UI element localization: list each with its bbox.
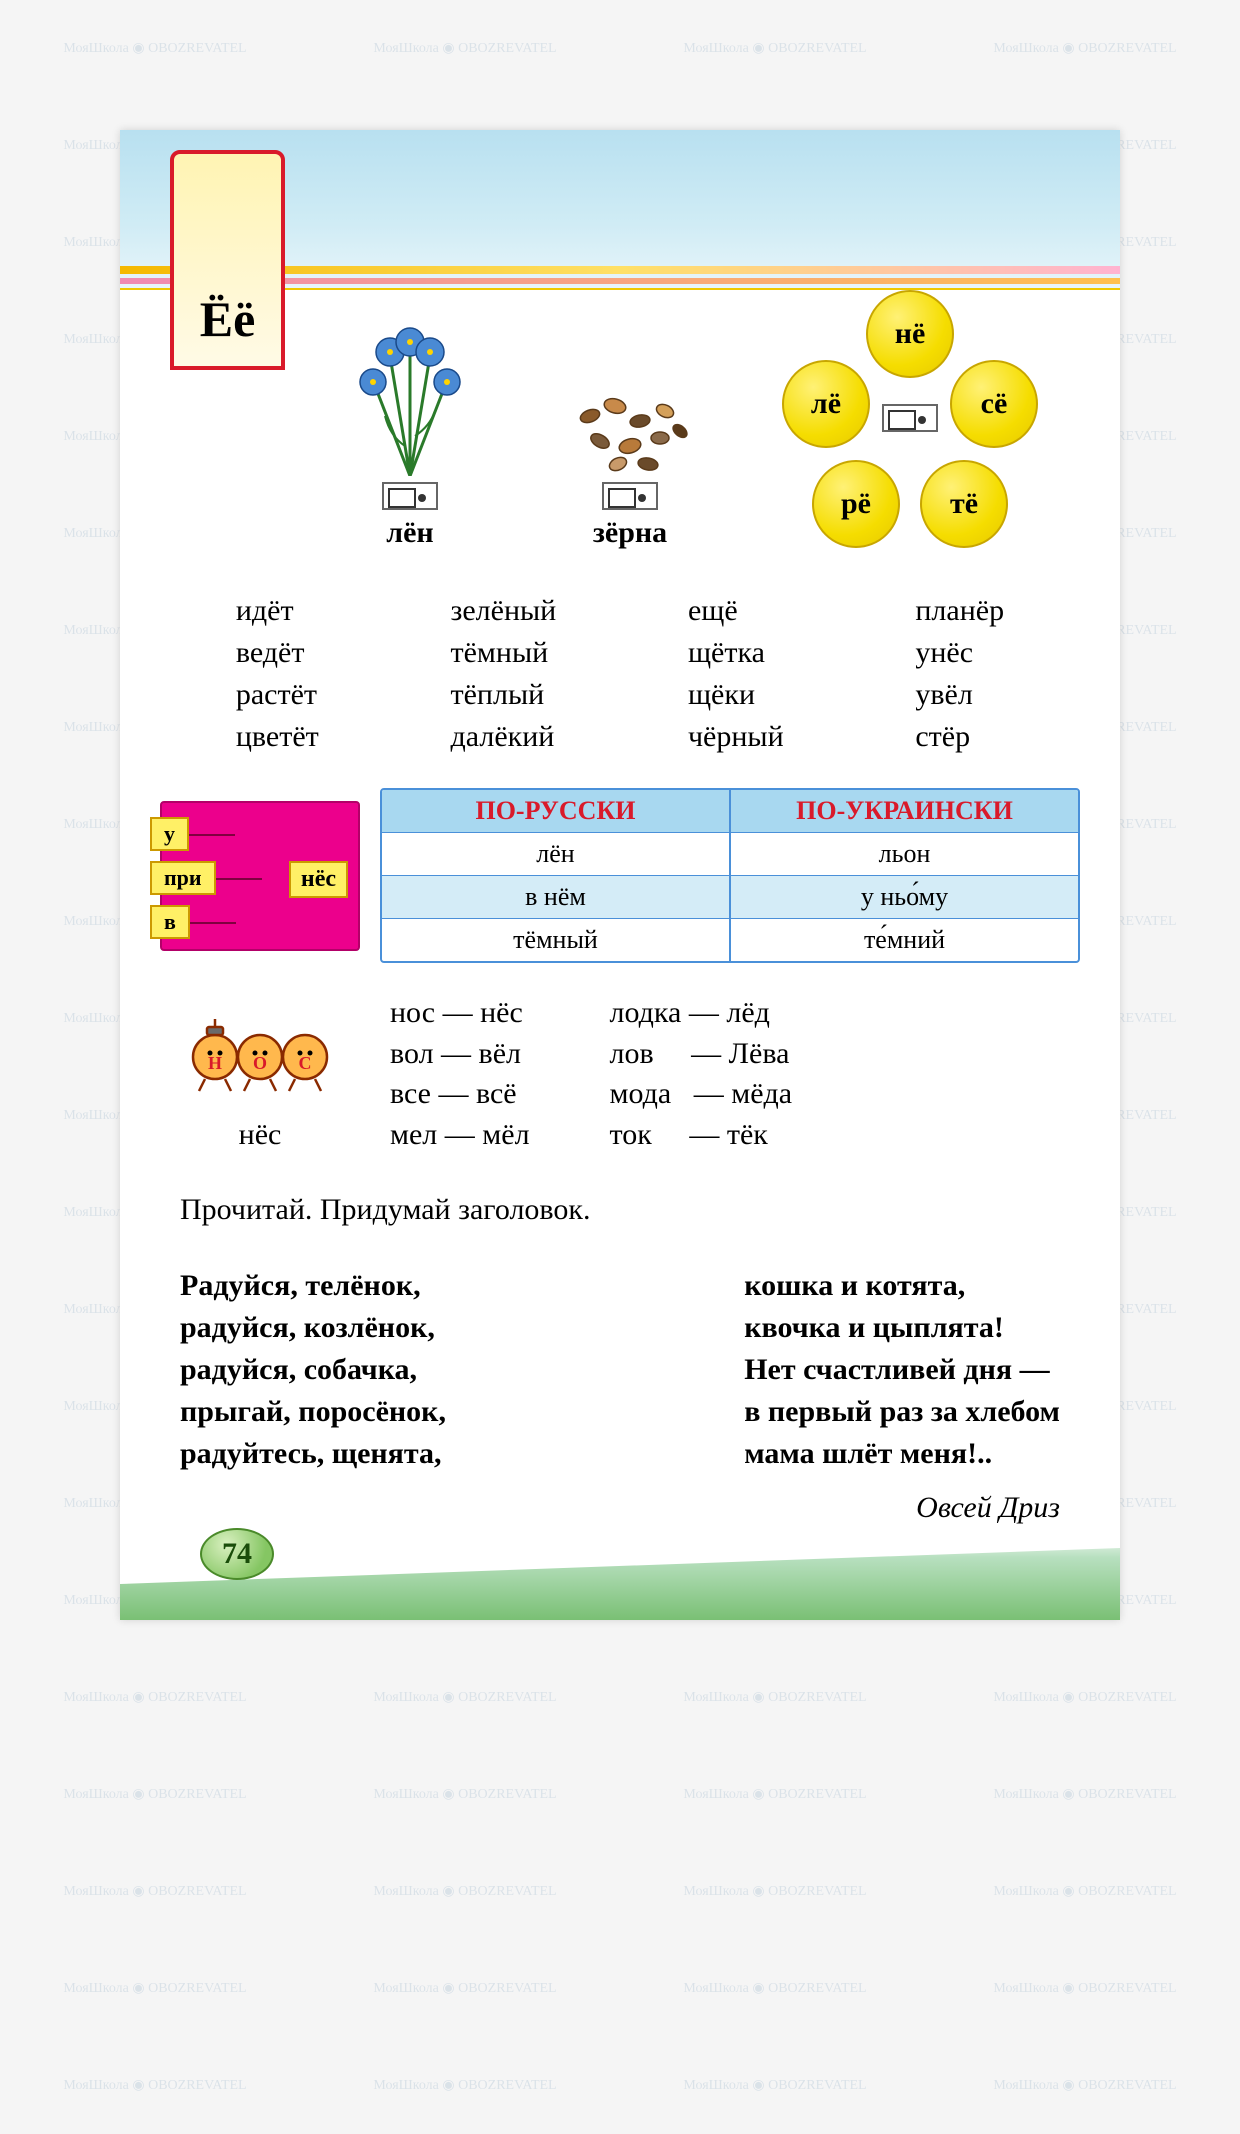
prefix-diagram: у при в нёс — [160, 801, 360, 951]
page-number: 74 — [200, 1528, 274, 1580]
cartoon-label: нёс — [170, 1115, 350, 1156]
seeds-label: зёрна — [593, 516, 667, 550]
word-pair: мел — мёл — [390, 1115, 530, 1156]
table-cell: лён — [382, 832, 731, 875]
translation-table: ПО-РУССКИ ПО-УКРАИНСКИ лёнльонв нёму ньо… — [380, 788, 1080, 963]
table-cell: у ньо́му — [731, 875, 1078, 918]
letter-tab: Ёё — [170, 150, 285, 370]
cartoon-letters-icon: Н О С — [185, 1017, 335, 1097]
prefix-root: нёс — [289, 861, 348, 898]
svg-text:Н: Н — [208, 1053, 222, 1073]
poem-line: Радуйся, телёнок, — [180, 1265, 446, 1307]
poem-line: кошка и котята, — [744, 1265, 1060, 1307]
table-cell: льон — [731, 832, 1078, 875]
vocabulary-word: растёт — [236, 674, 319, 716]
flax-label: лён — [386, 516, 433, 550]
seeds-column: зёрна — [560, 376, 700, 550]
vocabulary-word: цветёт — [236, 716, 319, 758]
table-cell: тёмный — [382, 918, 731, 961]
table-row: в нёму ньо́му — [382, 875, 1078, 918]
syllable-flower: нёсё тёрё лё — [780, 290, 1040, 550]
syllable-petal: сё — [950, 360, 1038, 448]
vocabulary-word: чёрный — [688, 716, 784, 758]
vocabulary-word: планёр — [915, 590, 1004, 632]
cartoon-column: Н О С нёс — [170, 1017, 350, 1155]
word-pair: лов — Лёва — [610, 1034, 793, 1075]
middle-row: у при в нёс ПО-РУССКИ ПО-УКРАИНСКИ лёнль… — [120, 778, 1120, 973]
word-pairs-section: Н О С нёс нос — нёсвол — вёлвсе — всёмел… — [120, 973, 1120, 1175]
poem: Радуйся, телёнок,радуйся, козлёнок,радуй… — [120, 1245, 1120, 1485]
poem-line: в первый раз за хлебом — [744, 1391, 1060, 1433]
vocabulary-word: зелёный — [451, 590, 557, 632]
vocabulary-word: тёмный — [451, 632, 557, 674]
word-column: планёрунёсувёлстёр — [915, 590, 1004, 758]
flax-illustration — [340, 316, 480, 476]
syllable-petal: нё — [866, 290, 954, 378]
svg-text:О: О — [253, 1053, 267, 1073]
word-pair: все — всё — [390, 1074, 530, 1115]
vocabulary-word: идёт — [236, 590, 319, 632]
table-row: тёмныйте́мний — [382, 918, 1078, 961]
word-column: ещёщёткащёкичёрный — [688, 590, 784, 758]
textbook-page: Ёё лён — [120, 130, 1120, 1620]
syllable-petal: рё — [812, 460, 900, 548]
table-cell: те́мний — [731, 918, 1078, 961]
table-header-row: ПО-РУССКИ ПО-УКРАИНСКИ — [382, 790, 1078, 832]
vocabulary-word: увёл — [915, 674, 1004, 716]
letter-display: Ёё — [200, 290, 256, 348]
table-cell: в нём — [382, 875, 731, 918]
vocabulary-word: щётка — [688, 632, 784, 674]
poem-author: Овсей Дриз — [120, 1485, 1120, 1525]
word-column: зелёныйтёмныйтёплыйдалёкий — [451, 590, 557, 758]
poem-line: прыгай, поросёнок, — [180, 1391, 446, 1433]
word-column: идётведётрастётцветёт — [236, 590, 319, 758]
syllable-pattern-icon — [382, 482, 438, 510]
vocabulary-word: щёки — [688, 674, 784, 716]
vocabulary-word: ведёт — [236, 632, 319, 674]
syllable-petal: тё — [920, 460, 1008, 548]
word-pair: лодка — лёд — [610, 993, 793, 1034]
flax-column: лён — [340, 316, 480, 550]
svg-text:С: С — [299, 1053, 312, 1073]
syllable-pattern-center — [882, 404, 938, 432]
word-pair: вол — вёл — [390, 1034, 530, 1075]
prefix-pri: при — [150, 861, 216, 895]
poem-line: мама шлёт меня!.. — [744, 1433, 1060, 1475]
poem-line: Нет счастливей дня — — [744, 1349, 1060, 1391]
pairs-column-1: нос — нёсвол — вёлвсе — всёмел — мёл — [390, 993, 530, 1155]
vocabulary-word: тёплый — [451, 674, 557, 716]
vocabulary-word: унёс — [915, 632, 1004, 674]
vocabulary-word: стёр — [915, 716, 1004, 758]
vocabulary-word: далёкий — [451, 716, 557, 758]
poem-line: радуйся, собачка, — [180, 1349, 446, 1391]
poem-right: кошка и котята,квочка и цыплята!Нет счас… — [744, 1265, 1060, 1475]
syllable-pattern-icon — [602, 482, 658, 510]
vocabulary-word: ещё — [688, 590, 784, 632]
poem-line: радуйтесь, щенята, — [180, 1433, 446, 1475]
poem-line: квочка и цыплята! — [744, 1307, 1060, 1349]
syllable-petal: лё — [782, 360, 870, 448]
table-row: лёнльон — [382, 832, 1078, 875]
header-russian: ПО-РУССКИ — [382, 790, 731, 832]
word-pair: ток — тёк — [610, 1115, 793, 1156]
pairs-column-2: лодка — лёдлов — Лёвамода — мёдаток — тё… — [610, 993, 793, 1155]
word-pair: мода — мёда — [610, 1074, 793, 1115]
poem-left: Радуйся, телёнок,радуйся, козлёнок,радуй… — [180, 1265, 446, 1475]
word-columns: идётведётрастётцветёт зелёныйтёмныйтёплый… — [120, 560, 1120, 778]
word-pair: нос — нёс — [390, 993, 530, 1034]
prefix-v: в — [150, 905, 190, 939]
task-instruction: Прочитай. Придумай заголовок. — [120, 1175, 1120, 1245]
seeds-illustration — [560, 376, 700, 476]
prefix-u: у — [150, 817, 189, 851]
header-ukrainian: ПО-УКРАИНСКИ — [731, 790, 1078, 832]
poem-line: радуйся, козлёнок, — [180, 1307, 446, 1349]
